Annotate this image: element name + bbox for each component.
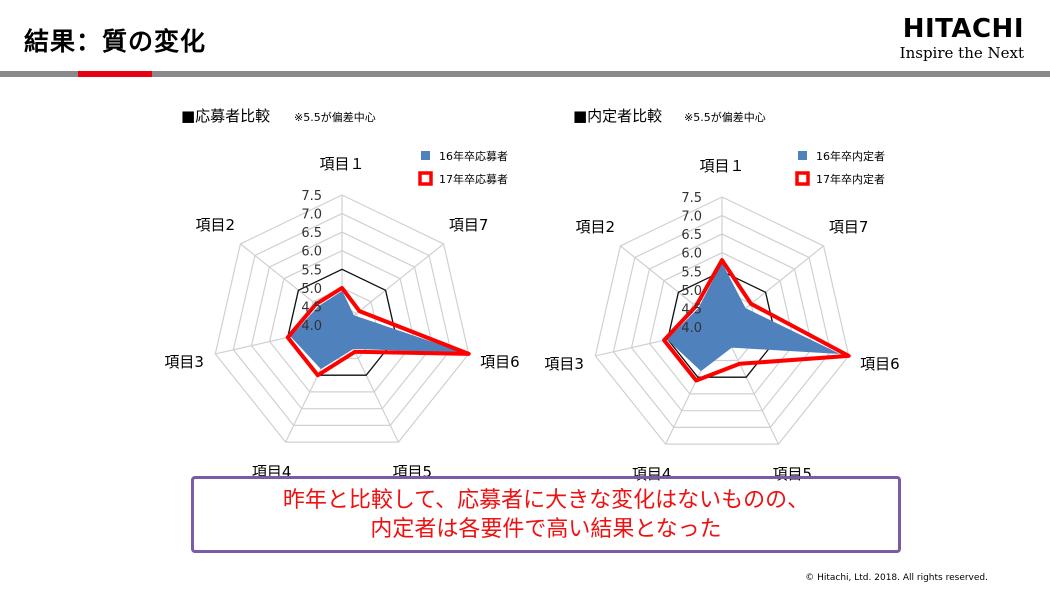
radar-tick-label: 4.5 [681, 302, 702, 317]
legend-label: 17年卒応募者 [439, 172, 508, 186]
legend-swatch-fill [421, 151, 430, 160]
radar-category-label: 項目3 [164, 353, 204, 371]
radar-grid-ring [214, 194, 470, 443]
radar-tick-label: 5.5 [301, 263, 322, 278]
radar-tick-label: 5.0 [301, 282, 322, 297]
legend-swatch-fill [798, 151, 807, 160]
radar-series-2-line [662, 258, 851, 383]
radar-tick-label: 7.0 [681, 210, 702, 225]
radar-category-label: 項目6 [860, 355, 900, 373]
conclusion-callout: 昨年と比較して、応募者に大きな変化はないものの、 内定者は各要件で高い結果となっ… [191, 476, 901, 553]
legend-swatch-line [418, 171, 433, 186]
logo-tagline: Inspire the Next [899, 44, 1024, 62]
radar-tick-label: 4.0 [301, 319, 322, 334]
radar-series-1-area [666, 262, 839, 372]
radar-grid-ring [268, 250, 416, 393]
legend-swatch-line [795, 171, 810, 186]
radar-grid-ring [232, 212, 452, 426]
radar-chart-note: ※5.5が偏差中心 [684, 110, 766, 124]
radar-chart-title: ■内定者比較 [573, 107, 662, 125]
copyright-notice: © Hitachi, Ltd. 2018. All rights reserve… [805, 573, 988, 583]
hitachi-logo: HITACHI Inspire the Next [900, 14, 1024, 62]
radar-tick-label: 7.5 [681, 191, 702, 206]
radar-tick-label: 6.5 [301, 226, 322, 241]
radar-category-label: 項目2 [196, 216, 236, 234]
radar-category-label: 項目7 [829, 218, 869, 236]
header-accent [78, 71, 152, 77]
radar-grid-ring [250, 231, 434, 410]
radar-reference-ring [286, 268, 398, 376]
radar-grid-ring [630, 233, 814, 412]
header-divider [0, 71, 1050, 77]
radar-series-1-area [290, 290, 462, 370]
radar-category-label: 項目6 [480, 353, 520, 371]
radar-category-label: 項目3 [544, 355, 584, 373]
radar-category-label: 項目１ [699, 157, 744, 175]
radar-category-label: 項目2 [576, 218, 616, 236]
radar-chart-title: ■応募者比較 [181, 107, 270, 125]
radar-tick-label: 7.5 [301, 189, 322, 204]
radar-tick-label: 4.5 [301, 300, 322, 315]
legend-label: 16年卒応募者 [439, 149, 508, 163]
radar-category-label: 項目7 [449, 216, 489, 234]
radar-category-label: 項目１ [319, 155, 364, 173]
radar-tick-label: 6.0 [301, 245, 322, 260]
slide-title: 結果：質の変化 [24, 27, 207, 56]
radar-tick-label: 7.0 [301, 208, 322, 223]
radar-tick-label: 6.0 [681, 247, 702, 262]
radar-tick-label: 5.0 [681, 284, 702, 299]
radar-grid-ring [648, 252, 796, 395]
legend-label: 17年卒内定者 [816, 172, 885, 186]
radar-series-2-line [285, 285, 471, 378]
legend-label: 16年卒内定者 [816, 149, 885, 163]
radar-reference-ring [666, 270, 778, 378]
callout-line-1: 昨年と比較して、応募者に大きな変化はないものの、 [282, 488, 810, 513]
radar-grid-ring [612, 214, 832, 428]
logo-brand: HITACHI [902, 14, 1024, 44]
radar-tick-label: 6.5 [681, 228, 702, 243]
radar-tick-label: 5.5 [681, 265, 702, 280]
radar-grid-ring [594, 196, 850, 445]
callout-line-2: 内定者は各要件で高い結果となった [370, 517, 722, 542]
radar-chart-note: ※5.5が偏差中心 [294, 110, 376, 124]
radar-tick-label: 4.0 [681, 321, 702, 336]
